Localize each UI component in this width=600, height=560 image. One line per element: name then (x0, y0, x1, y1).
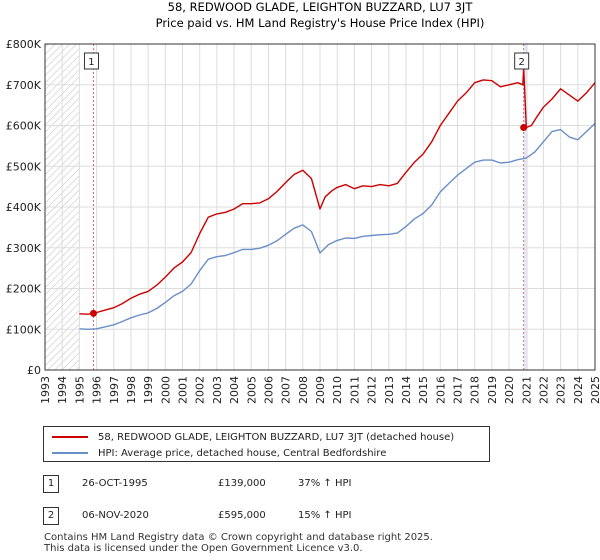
x-tick-label: 2002 (194, 376, 207, 404)
series-line-price-paid (79, 67, 596, 315)
x-tick-label: 2015 (417, 376, 430, 404)
x-tick-label: 2022 (537, 376, 550, 404)
x-tick-label: 2013 (383, 376, 396, 404)
x-tick-label: 1994 (56, 376, 69, 404)
series-line-hpi (79, 122, 596, 330)
y-tick-label: £400K (6, 201, 42, 214)
y-tick-label: £500K (6, 160, 42, 173)
price-chart: 58, REDWOOD GLADE, LEIGHTON BUZZARD, LU7… (6, 0, 600, 404)
sale-point (89, 309, 97, 317)
sale-marker-label: 1 (88, 57, 94, 68)
x-tick-label: 1996 (91, 376, 104, 404)
sale-date: 06-NOV-2020 (82, 510, 149, 521)
y-tick-label: £0 (27, 364, 41, 377)
x-tick-label: 2011 (348, 376, 361, 404)
x-tick-label: 2000 (159, 376, 172, 404)
sale-price: £595,000 (218, 510, 266, 521)
x-tick-label: 2024 (572, 376, 585, 404)
x-tick-label: 2019 (486, 376, 499, 404)
footer-licence: This data is licensed under the Open Gov… (44, 543, 363, 554)
sale-price: £139,000 (218, 478, 266, 489)
plot-border (44, 43, 596, 371)
x-tick-label: 2020 (503, 376, 516, 404)
chart-subtitle: Price paid vs. HM Land Registry's House … (156, 16, 485, 30)
legend-swatch-red (52, 436, 88, 438)
y-tick-label: £800K (6, 38, 42, 51)
sale-marker-label: 2 (518, 57, 524, 68)
y-tick-label: £100K (6, 323, 42, 336)
x-tick-label: 2025 (589, 376, 600, 404)
x-tick-label: 2023 (555, 376, 568, 404)
x-tick-label: 2018 (469, 376, 482, 404)
y-tick-label: £200K (6, 283, 42, 296)
x-tick-label: 2003 (211, 376, 224, 404)
sale-point (520, 124, 528, 132)
x-tick-label: 2009 (314, 376, 327, 404)
y-tick-label: £600K (6, 120, 42, 133)
x-tick-label: 2006 (262, 376, 275, 404)
x-tick-label: 2008 (297, 376, 310, 404)
sale-marker-box (83, 52, 99, 70)
legend-item-hpi: HPI: Average price, detached house, Cent… (52, 445, 386, 461)
x-tick-label: 2007 (280, 376, 293, 404)
x-tick-label: 2012 (366, 376, 379, 404)
sale-row: 1 26-OCT-1995 £139,000 37% ↑ HPI (40, 475, 580, 495)
legend-label-hpi: HPI: Average price, detached house, Cent… (98, 447, 387, 459)
footer: Contains HM Land Registry data © Crown c… (44, 532, 433, 554)
sale-hpi-change: 37% ↑ HPI (298, 478, 352, 489)
chart-title: 58, REDWOOD GLADE, LEIGHTON BUZZARD, LU7… (168, 0, 474, 14)
sale-date: 26-OCT-1995 (82, 478, 148, 489)
x-tick-label: 1993 (39, 376, 52, 404)
legend-label-price-paid: 58, REDWOOD GLADE, LEIGHTON BUZZARD, LU7… (98, 431, 455, 443)
x-tick-label: 2014 (400, 376, 413, 404)
sale-marker-label: 1 (43, 475, 59, 493)
y-tick-label: £300K (6, 242, 42, 255)
x-tick-label: 2004 (228, 376, 241, 404)
x-tick-label: 1999 (142, 376, 155, 404)
x-tick-label: 1997 (108, 376, 121, 404)
x-tick-label: 2010 (331, 376, 344, 404)
sale-marker-box (514, 52, 530, 70)
x-tick-label: 2005 (245, 376, 258, 404)
x-tick-label: 1998 (125, 376, 138, 404)
sale-hpi-change: 15% ↑ HPI (298, 510, 352, 521)
x-tick-label: 2001 (177, 376, 190, 404)
x-tick-label: 2017 (452, 376, 465, 404)
sale-row: 2 06-NOV-2020 £595,000 15% ↑ HPI (40, 507, 580, 527)
x-tick-label: 2021 (520, 376, 533, 404)
sale-marker-label: 2 (43, 507, 59, 525)
x-tick-label: 2016 (434, 376, 447, 404)
y-tick-label: £700K (6, 79, 42, 92)
legend: 58, REDWOOD GLADE, LEIGHTON BUZZARD, LU7… (43, 426, 490, 462)
x-tick-label: 1995 (73, 376, 86, 404)
footer-copyright: Contains HM Land Registry data © Crown c… (44, 532, 433, 543)
legend-swatch-blue (52, 452, 88, 454)
legend-item-price-paid: 58, REDWOOD GLADE, LEIGHTON BUZZARD, LU7… (52, 429, 454, 445)
